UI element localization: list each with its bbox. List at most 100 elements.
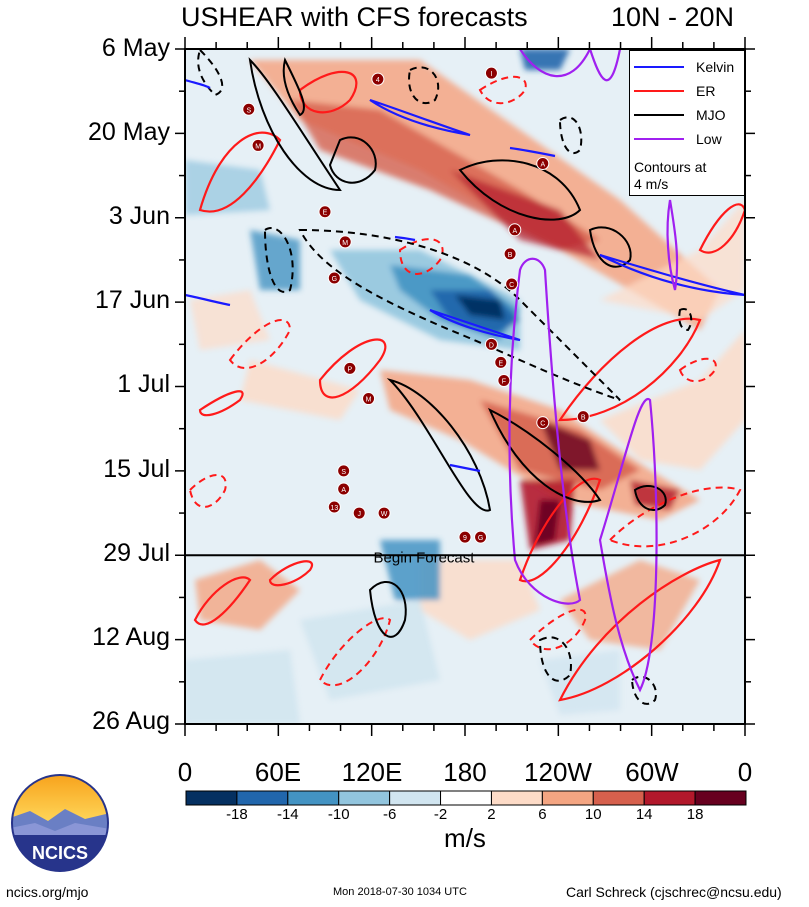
storm-marker-dot [494,355,508,369]
legend: Kelvin ER MJO Low Contours at 4 m/s [629,50,745,196]
colorbar-bin [643,790,696,806]
colorbar-bin [185,790,238,806]
x-tick-label: 60W [625,757,679,787]
legend-item-er: ER [634,83,715,99]
colorbar-tick-label: 10 [584,806,602,823]
storm-marker-label: F [502,378,506,385]
storm-marker-label: W [381,511,388,518]
colorbar-bin [338,790,391,806]
x-tick-label: 120E [341,757,403,787]
storm-marker-dot [536,157,550,171]
storm-marker-dot [251,138,265,152]
colorbar-bin [440,790,492,806]
legend-swatch [634,66,684,68]
storm-marker-label: P [348,366,353,373]
storm-marker-dot [497,373,511,387]
storm-marker-label: M [366,397,372,404]
storm-marker: A [508,223,522,237]
storm-marker-dot [352,506,366,520]
storm-marker: S [242,102,256,116]
storm-marker-label: A [341,487,346,494]
colorbar-tick-label: 18 [686,806,704,823]
y-tick-label: 15 Jul [103,455,170,483]
footer-timestamp: Mon 2018-07-30 1034 UTC [333,886,467,898]
storm-marker-label: 4 [376,77,380,84]
storm-marker: D [484,337,498,351]
legend-label: Low [696,131,722,147]
storm-marker-label: M [342,240,348,247]
y-tick-label: 26 Aug [92,707,170,735]
y-tick-label: 3 Jun [108,202,170,230]
colorbar-units: m/s [444,823,486,853]
storm-marker: I [484,66,498,80]
forecast-label: Begin Forecast [374,549,476,566]
colorbar [185,790,747,806]
storm-marker-dot [484,337,498,351]
storm-marker: 13 [327,500,341,514]
mjo-dashed-contours [197,49,693,705]
legend-swatch [634,90,684,92]
y-tick-label: 17 Jun [94,286,170,314]
legend-note-line2: 4 m/s [634,176,669,192]
colorbar-bin [490,790,543,806]
legend-swatch [634,138,684,140]
storm-marker: B [576,410,590,424]
colorbar-bin [389,790,442,806]
storm-marker-label: J [357,511,361,518]
colorbar-bin [287,790,340,806]
storm-marker-label: I [490,71,492,78]
low-contours [508,49,679,693]
storm-marker-label: E [498,360,503,367]
colorbar-tick-label: -10 [327,806,350,823]
legend-item-low: Low [634,131,722,147]
mjo-contours [248,57,667,638]
storm-marker: C [505,277,519,291]
storm-marker-label: A [540,162,545,169]
storm-marker-label: S [341,469,346,476]
storm-markers: I 4 S M A E A M B G C D E P F M B C S A J W 13 9 G [242,66,590,544]
x-tick-label: 0 [177,757,193,787]
storm-marker: B [503,247,517,261]
legend-swatch [634,114,684,116]
storm-marker-label: B [581,415,586,422]
storm-marker-label: G [478,535,483,542]
y-tick-label: 6 May [101,34,170,62]
legend-label: MJO [696,107,726,123]
legend-note-line1: Contours at [634,159,707,175]
storm-marker: 9 [458,530,472,544]
storm-marker-dot [371,72,385,86]
er-contours [193,70,745,702]
storm-marker-label: G [332,276,337,283]
logo-text: NCICS [32,843,88,863]
storm-marker-dot [508,223,522,237]
storm-marker-dot [576,410,590,424]
storm-marker: G [474,530,488,544]
x-tick-label: 180 [443,757,487,787]
storm-marker: C [536,416,550,430]
storm-marker-label: 13 [330,505,338,512]
colorbar-tick-label: -18 [226,806,248,823]
storm-marker-dot [337,482,351,496]
kelvin-contours [185,78,745,473]
storm-marker: M [362,392,376,406]
storm-marker-dot [337,464,351,478]
storm-marker: S [337,464,351,478]
storm-marker: E [318,205,332,219]
storm-marker-dot [536,416,550,430]
storm-marker: J [352,506,366,520]
storm-marker-label: M [255,143,261,150]
storm-marker-label: S [246,107,251,114]
y-tick-label: 20 May [88,118,170,146]
colorbar-bin [541,790,594,806]
footer-url: ncics.org/mjo [6,884,89,900]
storm-marker: E [494,355,508,369]
ncics-logo: NCICS [11,774,109,872]
storm-marker-label: B [508,252,513,259]
storm-marker-dot [343,361,357,375]
storm-marker-label: 9 [463,535,467,542]
x-tick-label: 0 [737,757,753,787]
storm-marker: W [377,506,391,520]
storm-marker: A [337,482,351,496]
colorbar-tick-label: 14 [635,806,653,823]
